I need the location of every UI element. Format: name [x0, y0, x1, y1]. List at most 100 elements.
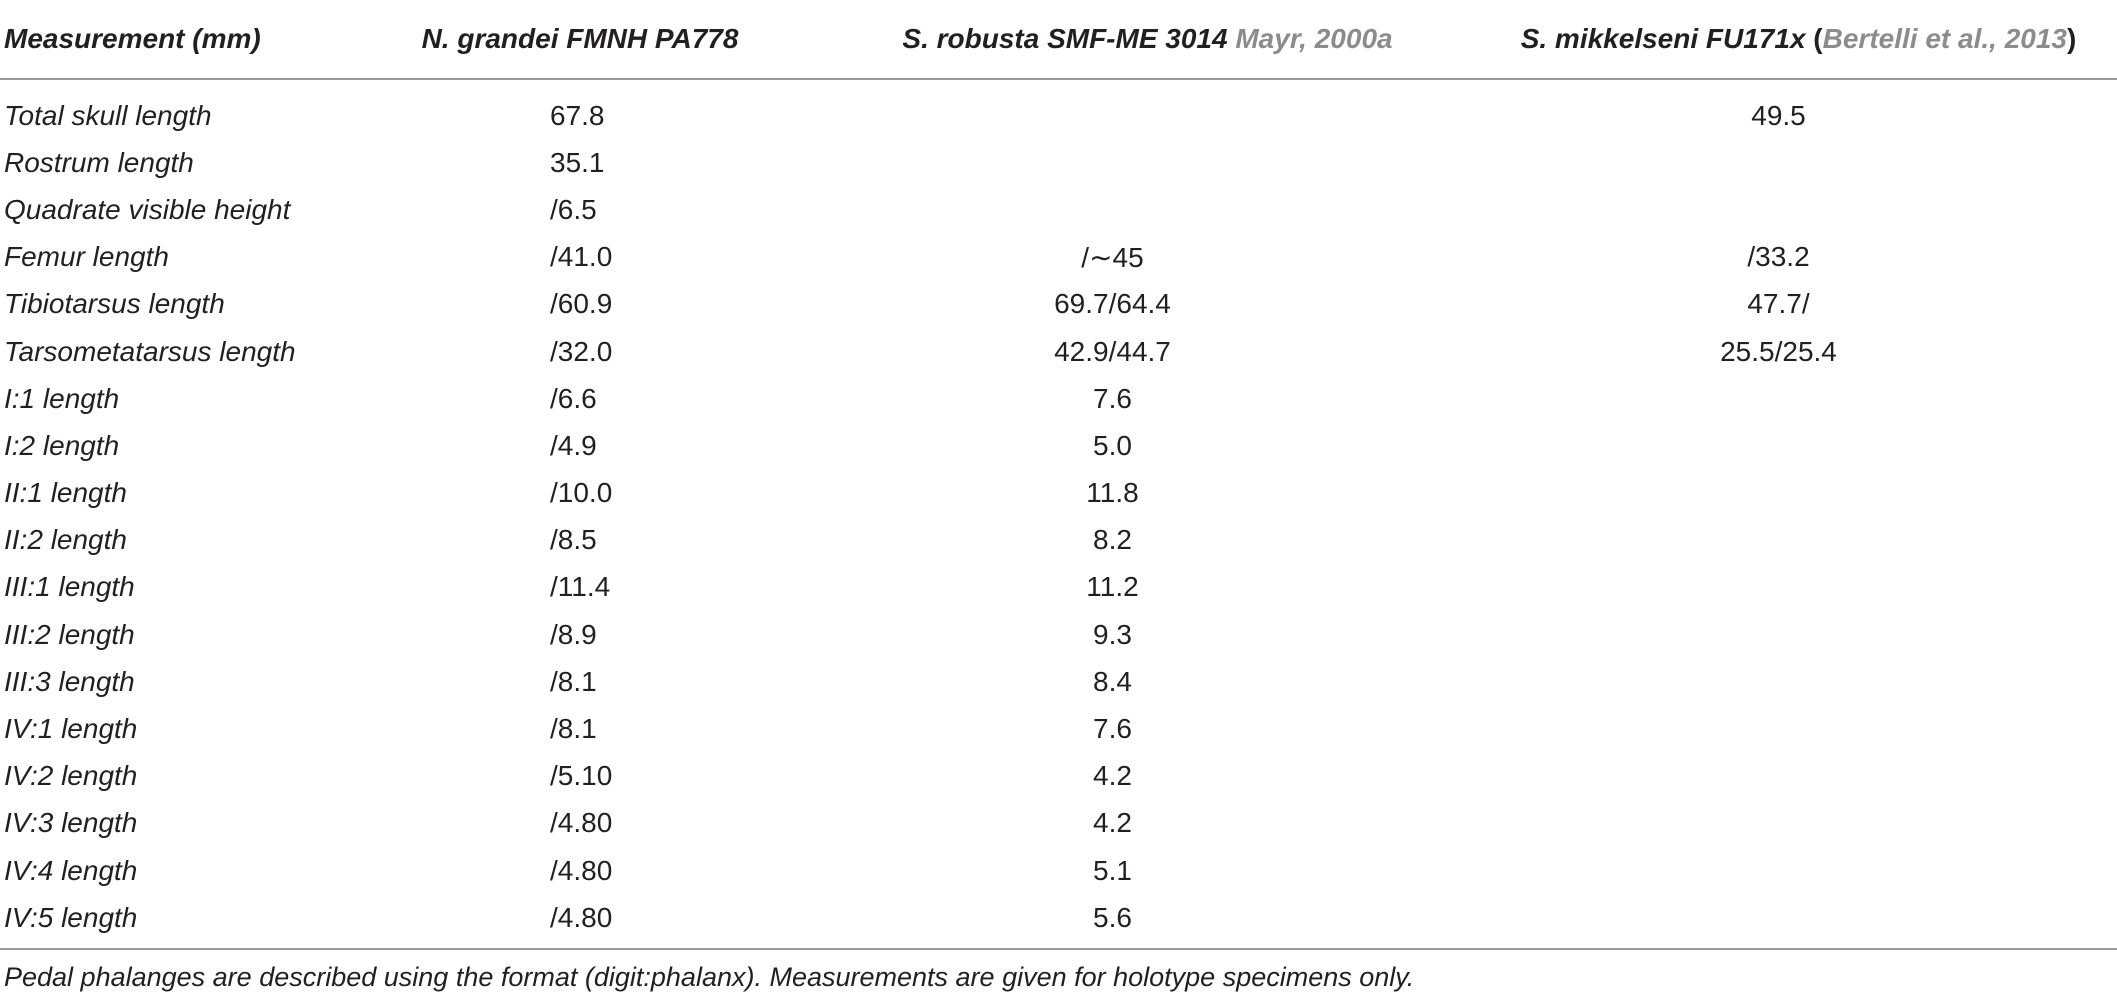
- cell-s-robusta: 5.6: [1093, 901, 1132, 933]
- cell-n-grandei: /41.0: [550, 241, 613, 273]
- cell-s-robusta: 4.2: [1093, 760, 1132, 792]
- row-label: III:3 length: [4, 665, 135, 697]
- cell-s-robusta: [815, 79, 1480, 139]
- table-row: Rostrum length 35.1: [0, 139, 2117, 186]
- row-label: Total skull length: [4, 99, 212, 131]
- table-row: II:2 length/8.5 8.2: [0, 517, 2117, 564]
- row-label: II:1 length: [4, 477, 127, 509]
- row-label: Tibiotarsus length: [4, 288, 225, 320]
- cell-n-grandei: /60.9: [550, 288, 613, 320]
- table-row: IV:3 length/4.80 4.2: [0, 800, 2117, 847]
- cell-s-robusta: 7.6: [1093, 713, 1132, 745]
- header-s-mikkelseni-species: S. mikkelseni FU171x: [1520, 23, 1806, 54]
- cell-n-grandei: 35.1: [550, 146, 605, 178]
- cell-s-robusta: 7.6: [1093, 382, 1132, 414]
- row-label: Rostrum length: [4, 146, 194, 178]
- cell-s-mikkelseni: [1480, 375, 2117, 422]
- row-label: IV:4 length: [4, 854, 138, 886]
- table-row: III:1 length/11.4 11.2: [0, 564, 2117, 611]
- cell-s-robusta: /∼45: [1081, 241, 1144, 273]
- cell-n-grandei: /8.9: [550, 618, 597, 650]
- cell-s-robusta: 4.2: [1093, 807, 1132, 839]
- cell-s-robusta: 8.2: [1093, 524, 1132, 556]
- table-row: Femur length/41.0 /∼45/33.2: [0, 234, 2117, 281]
- row-label: II:2 length: [4, 524, 127, 556]
- header-s-mikkelseni-citation[interactable]: Bertelli et al., 2013: [1822, 23, 2067, 54]
- header-n-grandei: N. grandei FMNH PA778: [345, 0, 815, 80]
- row-label: III:1 length: [4, 571, 135, 603]
- cell-s-robusta: 11.2: [1086, 571, 1139, 603]
- cell-s-mikkelseni: [1480, 139, 2117, 186]
- row-label: I:1 length: [4, 382, 120, 414]
- table-row: III:2 length/8.9 9.3: [0, 611, 2117, 658]
- cell-s-mikkelseni: [1480, 470, 2117, 517]
- cell-s-robusta: 69.7/64.4: [1054, 288, 1171, 320]
- header-s-robusta: S. robusta SMF-ME 3014 Mayr, 2000a: [815, 0, 1480, 80]
- header-open-paren: (: [1813, 23, 1823, 54]
- cell-s-mikkelseni: [1480, 847, 2117, 894]
- table-row: IV:4 length/4.80 5.1: [0, 847, 2117, 894]
- row-label: IV:1 length: [4, 713, 138, 745]
- cell-n-grandei: /4.80: [550, 807, 613, 839]
- table-row: Tibiotarsus length/60.9 69.7/64.4 47.7/: [0, 281, 2117, 328]
- cell-n-grandei: /32.0: [550, 335, 613, 367]
- cell-s-robusta: 8.4: [1093, 665, 1132, 697]
- row-label: IV:3 length: [4, 807, 138, 839]
- measurement-table: Measurement (mm) N. grandei FMNH PA778 S…: [0, 0, 2117, 951]
- row-label: IV:5 length: [4, 901, 138, 933]
- cell-n-grandei: /4.9: [550, 429, 597, 461]
- cell-s-mikkelseni: [1480, 658, 2117, 705]
- cell-n-grandei: /8.1: [550, 713, 597, 745]
- cell-n-grandei: /8.5: [550, 524, 597, 556]
- header-s-robusta-species: S. robusta SMF-ME 3014: [902, 23, 1228, 54]
- cell-n-grandei: /4.80: [550, 854, 613, 886]
- footnote-divider: [0, 948, 2117, 950]
- cell-s-robusta: 5.0: [1093, 429, 1132, 461]
- header-s-robusta-citation[interactable]: Mayr, 2000a: [1235, 23, 1393, 54]
- cell-s-mikkelseni: [1480, 422, 2117, 469]
- cell-s-mikkelseni: [1480, 564, 2117, 611]
- table-header-row: Measurement (mm) N. grandei FMNH PA778 S…: [0, 0, 2117, 80]
- cell-n-grandei: /10.0: [550, 477, 613, 509]
- table-row: II:1 length/10.0 11.8: [0, 470, 2117, 517]
- cell-s-mikkelseni: 25.5/25.4: [1720, 335, 1837, 367]
- table-row: Quadrate visible height/6.5: [0, 186, 2117, 233]
- cell-s-robusta: [815, 186, 1480, 233]
- table-footnote: Pedal phalanges are described using the …: [4, 962, 1415, 992]
- table-row: Tarsometatarsus length/32.0 42.9/44.7 25.5…: [0, 328, 2117, 375]
- header-close-paren: ): [2066, 23, 2077, 54]
- cell-s-robusta: 9.3: [1093, 618, 1132, 650]
- cell-s-mikkelseni: 49.5: [1751, 99, 1806, 131]
- cell-s-mikkelseni: [1480, 894, 2117, 951]
- cell-s-mikkelseni: [1480, 186, 2117, 233]
- cell-s-robusta: [815, 139, 1480, 186]
- row-label: III:2 length: [4, 618, 135, 650]
- header-measurement: Measurement (mm): [0, 0, 345, 80]
- row-label: Quadrate visible height: [4, 193, 291, 225]
- table-row: I:2 length/4.9 5.0: [0, 422, 2117, 469]
- cell-n-grandei: /6.5: [550, 193, 597, 225]
- cell-s-mikkelseni: 47.7/: [1747, 288, 1810, 320]
- cell-s-mikkelseni: [1480, 705, 2117, 752]
- cell-s-robusta: 42.9/44.7: [1054, 335, 1171, 367]
- row-label: IV:2 length: [4, 760, 138, 792]
- table-row: Total skull length 67.8 49.5: [0, 79, 2117, 139]
- cell-s-mikkelseni: [1480, 800, 2117, 847]
- cell-n-grandei: /11.4: [550, 571, 611, 603]
- row-label: I:2 length: [4, 429, 120, 461]
- table-row: I:1 length/6.6 7.6: [0, 375, 2117, 422]
- cell-s-robusta: 5.1: [1093, 854, 1132, 886]
- cell-s-mikkelseni: [1480, 753, 2117, 800]
- cell-n-grandei: /5.10: [550, 760, 613, 792]
- header-s-mikkelseni: S. mikkelseni FU171x (Bertelli et al., 2…: [1480, 0, 2117, 80]
- table-row: III:3 length/8.1 8.4: [0, 658, 2117, 705]
- cell-n-grandei: 67.8: [550, 99, 605, 131]
- cell-s-mikkelseni: [1480, 517, 2117, 564]
- cell-n-grandei: /8.1: [550, 665, 597, 697]
- table-row: IV:2 length/5.10 4.2: [0, 753, 2117, 800]
- cell-s-mikkelseni: [1480, 611, 2117, 658]
- cell-n-grandei: /6.6: [550, 382, 597, 414]
- table-body: Total skull length 67.8 49.5 Rostrum length…: [0, 79, 2117, 951]
- row-label: Femur length: [4, 241, 169, 273]
